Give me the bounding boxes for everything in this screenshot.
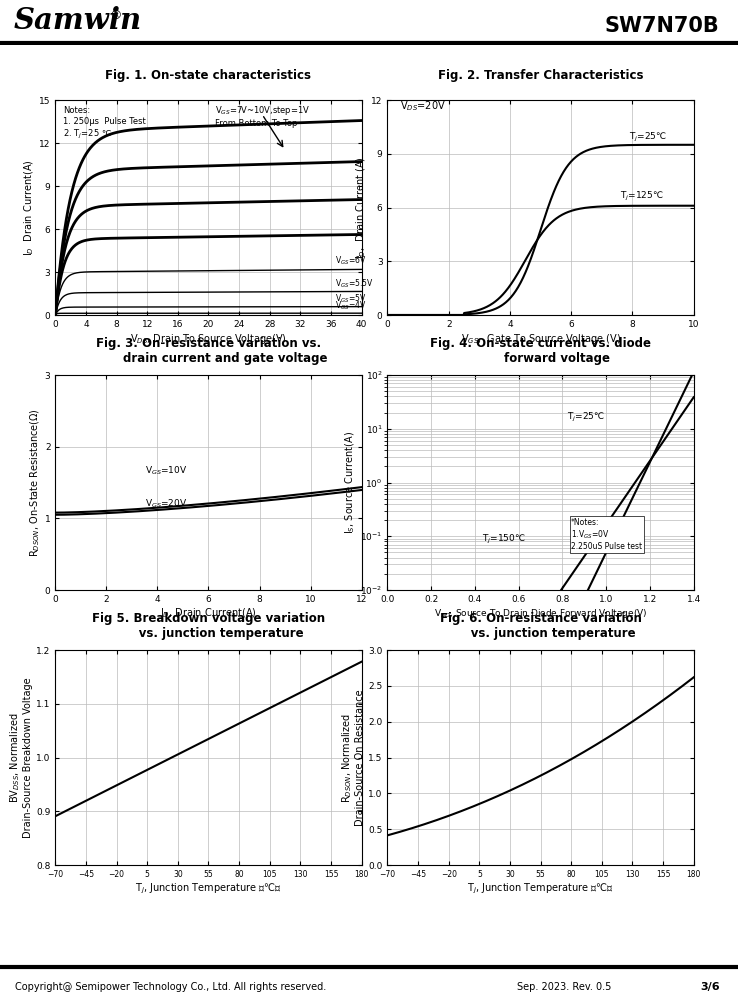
Y-axis label: BV$_{DSS}$, Normalized
Drain-Source Breakdown Voltage: BV$_{DSS}$, Normalized Drain-Source Brea… [8,677,33,838]
Text: ®: ® [109,9,122,22]
X-axis label: V$_{GS}$,  Gate To Source Voltage (V): V$_{GS}$, Gate To Source Voltage (V) [461,332,621,346]
Text: *Notes:
1.V$_{GS}$=0V
2.250uS Pulse test: *Notes: 1.V$_{GS}$=0V 2.250uS Pulse test [571,518,642,551]
Text: Notes:
1. 250μs  Pulse Test
2. T$_j$=25 ℃: Notes: 1. 250μs Pulse Test 2. T$_j$=25 ℃ [63,106,146,141]
Text: T$_j$=25℃: T$_j$=25℃ [567,411,605,424]
X-axis label: V$_{SD}$, Source To Drain Diode Forward Voltage(V): V$_{SD}$, Source To Drain Diode Forward … [434,607,647,620]
Text: Fig 5. Breakdown voltage variation
      vs. junction temperature: Fig 5. Breakdown voltage variation vs. j… [92,612,325,640]
Text: V$_{GS}$=10V: V$_{GS}$=10V [145,465,187,477]
Text: T$_j$=125℃: T$_j$=125℃ [620,190,664,203]
Text: Fig. 6. On-resistance variation
      vs. junction temperature: Fig. 6. On-resistance variation vs. junc… [440,612,641,640]
Text: V$_{GS}$=6V: V$_{GS}$=6V [335,255,366,267]
Text: T$_j$=150℃: T$_j$=150℃ [481,533,525,546]
Y-axis label: R$_{DSON}$, Normalized
Drain-Source On Resistance: R$_{DSON}$, Normalized Drain-Source On R… [340,689,365,826]
Text: Fig. 3. On-resistance variation vs.
        drain current and gate voltage: Fig. 3. On-resistance variation vs. drai… [90,337,327,365]
Text: V$_{GS}$=20V: V$_{GS}$=20V [145,497,187,510]
Y-axis label: I$_S$, Source Current(A): I$_S$, Source Current(A) [344,431,357,534]
Text: V$_{GS}$=4V: V$_{GS}$=4V [335,300,366,312]
Text: T$_j$=25℃: T$_j$=25℃ [630,131,668,144]
X-axis label: T$_j$, Junction Temperature （℃）: T$_j$, Junction Temperature （℃） [135,882,282,896]
Text: V$_{DS}$=20V: V$_{DS}$=20V [400,99,446,113]
Text: V$_{GS}$=5V: V$_{GS}$=5V [335,293,366,305]
Y-axis label: R$_{DSON}$, On-State Resistance(Ω): R$_{DSON}$, On-State Resistance(Ω) [28,408,42,557]
Text: V$_{GS}$=7V~10V,step=1V
From Bottom To Top: V$_{GS}$=7V~10V,step=1V From Bottom To T… [215,104,310,128]
X-axis label: V$_{DS}$, Drain To Source Voltage(V): V$_{DS}$, Drain To Source Voltage(V) [130,332,287,346]
Y-axis label: I$_D$,  Drain Current (A): I$_D$, Drain Current (A) [355,156,368,259]
Text: Sep. 2023. Rev. 0.5: Sep. 2023. Rev. 0.5 [517,982,611,992]
Text: V$_{GS}$=5.5V: V$_{GS}$=5.5V [335,278,373,290]
X-axis label: I$_D$, Drain Current(A): I$_D$, Drain Current(A) [160,607,257,620]
Text: 3/6: 3/6 [700,982,720,992]
X-axis label: T$_j$, Junction Temperature （℃）: T$_j$, Junction Temperature （℃） [467,882,614,896]
Text: Fig. 4. On-state current vs. diode
        forward voltage: Fig. 4. On-state current vs. diode forwa… [430,337,651,365]
Text: Copyright@ Semipower Technology Co., Ltd. All rights reserved.: Copyright@ Semipower Technology Co., Ltd… [15,982,326,992]
Text: Fig. 2. Transfer Characteristics: Fig. 2. Transfer Characteristics [438,70,644,83]
Text: Fig. 1. On-state characteristics: Fig. 1. On-state characteristics [106,70,311,83]
Y-axis label: I$_D$  Drain Current(A): I$_D$ Drain Current(A) [23,159,36,256]
Text: SW7N70B: SW7N70B [605,16,720,36]
Text: Samwin: Samwin [13,6,142,35]
